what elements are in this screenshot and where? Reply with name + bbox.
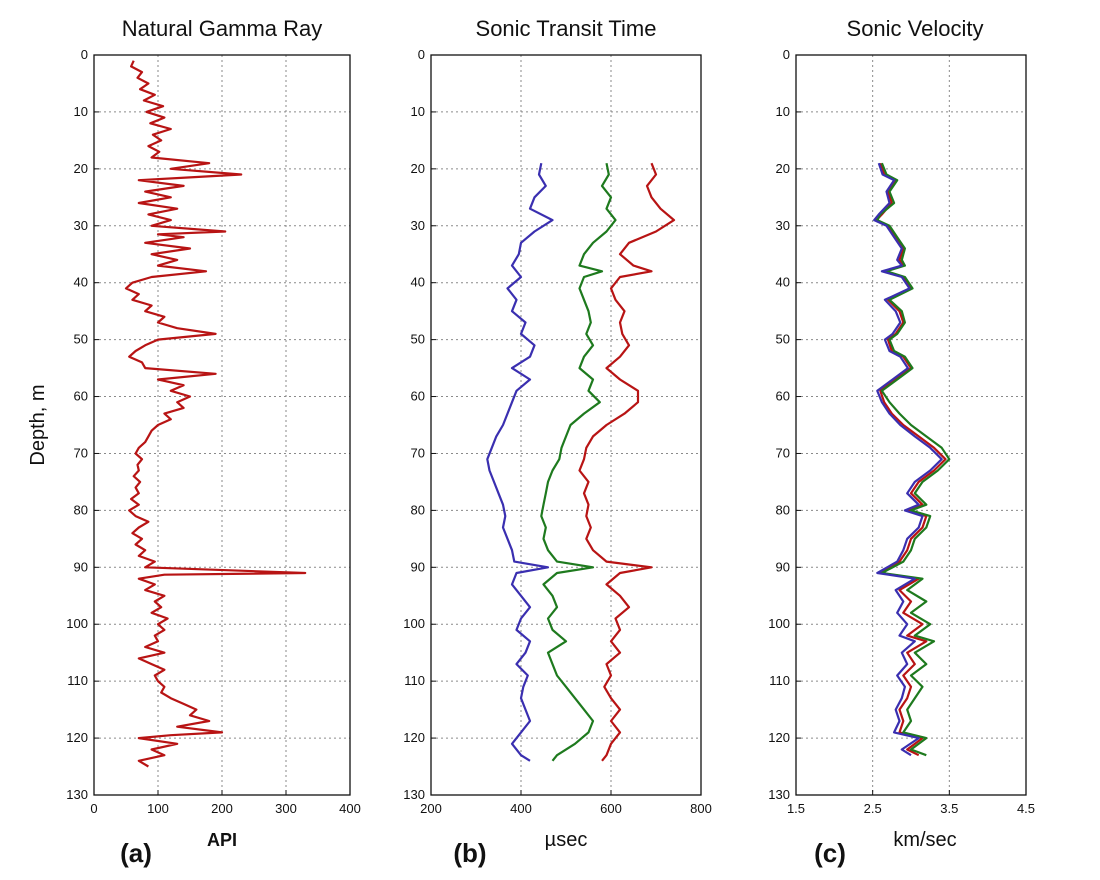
- x-tick-label: 1.5: [787, 801, 805, 816]
- x-axis-label: API: [207, 830, 237, 850]
- y-tick-label: 100: [66, 616, 88, 631]
- y-tick-label: 90: [74, 559, 88, 574]
- y-tick-label: 40: [776, 275, 790, 290]
- y-tick-label: 80: [411, 502, 425, 517]
- x-tick-label: 100: [147, 801, 169, 816]
- y-tick-label: 10: [411, 104, 425, 119]
- x-tick-label: 4.5: [1017, 801, 1035, 816]
- series-line-red: [124, 60, 307, 768]
- depth-axis-label: Depth, m: [27, 384, 49, 465]
- x-tick-label: 300: [275, 801, 297, 816]
- series-line-blue: [486, 162, 554, 762]
- y-tick-label: 70: [74, 445, 88, 460]
- y-tick-label: 0: [418, 47, 425, 62]
- panel-title: Sonic Velocity: [847, 16, 984, 41]
- y-tick-label: 20: [776, 161, 790, 176]
- y-tick-label: 80: [74, 502, 88, 517]
- x-tick-label: 600: [600, 801, 622, 816]
- series-line-blue: [873, 162, 943, 757]
- panel-title: Natural Gamma Ray: [122, 16, 323, 41]
- x-tick-label: 3.5: [940, 801, 958, 816]
- y-tick-label: 130: [768, 787, 790, 802]
- y-tick-label: 40: [74, 275, 88, 290]
- series-line-green: [876, 162, 951, 757]
- y-tick-label: 90: [776, 559, 790, 574]
- y-tick-label: 0: [783, 47, 790, 62]
- x-tick-label: 200: [420, 801, 442, 816]
- x-tick-label: 2.5: [864, 801, 882, 816]
- y-tick-label: 80: [776, 502, 790, 517]
- y-tick-label: 130: [66, 787, 88, 802]
- panel-title: Sonic Transit Time: [476, 16, 657, 41]
- y-tick-label: 120: [403, 730, 425, 745]
- x-tick-label: 400: [510, 801, 532, 816]
- y-tick-label: 130: [403, 787, 425, 802]
- panel-letter: (b): [453, 838, 486, 868]
- y-tick-label: 110: [404, 673, 425, 688]
- y-tick-label: 70: [776, 445, 790, 460]
- y-tick-label: 60: [74, 389, 88, 404]
- y-tick-label: 20: [74, 161, 88, 176]
- y-tick-label: 20: [411, 161, 425, 176]
- y-tick-label: 30: [411, 218, 425, 233]
- y-tick-label: 10: [776, 104, 790, 119]
- y-tick-label: 100: [403, 616, 425, 631]
- panel-letter: (c): [814, 838, 846, 868]
- series-line-green: [540, 162, 617, 762]
- x-tick-label: 800: [690, 801, 712, 816]
- y-tick-label: 50: [74, 332, 88, 347]
- y-tick-label: 90: [411, 559, 425, 574]
- y-tick-label: 10: [74, 104, 88, 119]
- x-axis-label: µsec: [545, 829, 588, 851]
- panel-letter: (a): [120, 838, 152, 868]
- axes-frame: [795, 54, 1027, 796]
- series-line-red: [578, 162, 676, 762]
- x-tick-label: 400: [339, 801, 361, 816]
- y-tick-label: 0: [81, 47, 88, 62]
- y-tick-label: 30: [776, 218, 790, 233]
- x-tick-label: 200: [211, 801, 233, 816]
- plot-area: [431, 55, 701, 795]
- x-axis-label: km/sec: [893, 829, 956, 851]
- y-tick-label: 120: [768, 730, 790, 745]
- y-tick-label: 60: [411, 389, 425, 404]
- series-line-red: [875, 162, 947, 757]
- y-tick-label: 70: [411, 445, 425, 460]
- y-tick-label: 30: [74, 218, 88, 233]
- x-tick-label: 0: [90, 801, 97, 816]
- y-tick-label: 50: [411, 332, 425, 347]
- axes-frame: [430, 54, 702, 796]
- y-tick-label: 50: [776, 332, 790, 347]
- y-tick-label: 60: [776, 389, 790, 404]
- y-tick-label: 40: [411, 275, 425, 290]
- y-tick-label: 110: [67, 673, 88, 688]
- y-tick-label: 100: [768, 616, 790, 631]
- y-tick-label: 120: [66, 730, 88, 745]
- y-tick-label: 110: [769, 673, 790, 688]
